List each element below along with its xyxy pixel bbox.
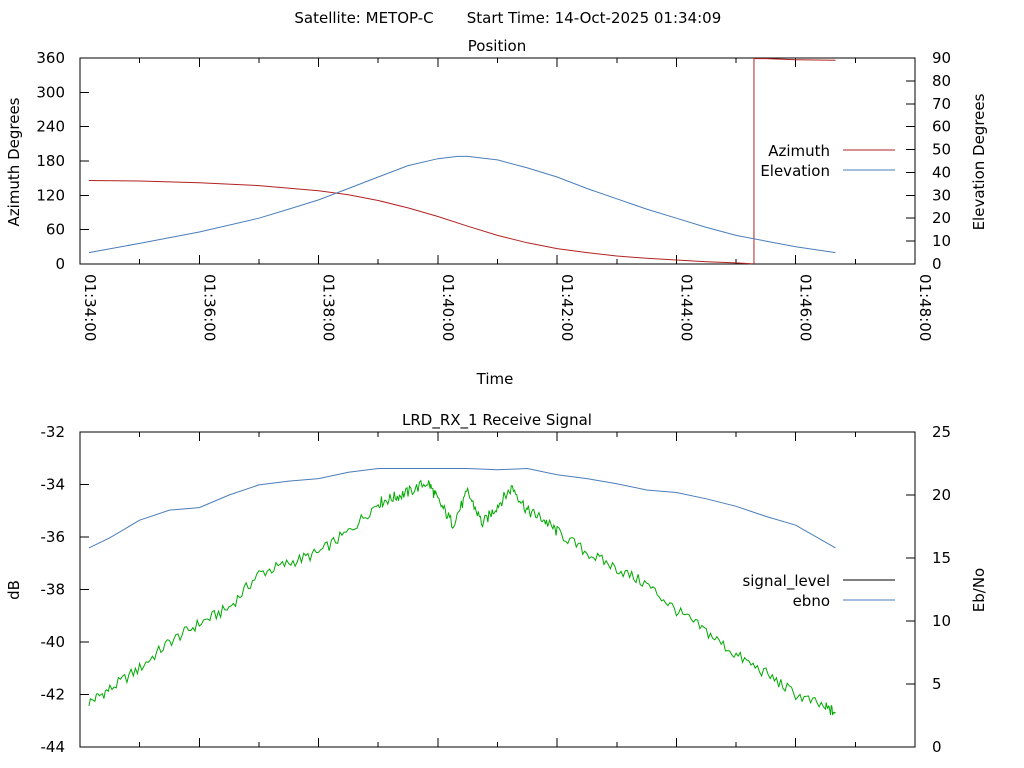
y2-tick-label: 10	[932, 612, 951, 630]
y2-tick-label: 25	[932, 423, 951, 441]
legend-label: Elevation	[760, 162, 830, 180]
series-line-elevation	[88, 155, 836, 254]
position-chart-title: Position	[468, 37, 526, 55]
y2-tick-label: 0	[932, 255, 942, 273]
y-tick-label: -36	[41, 528, 66, 546]
y-tick-label: 180	[36, 152, 65, 170]
y-tick-label: -44	[41, 738, 66, 756]
legend-label: ebno	[793, 592, 830, 610]
y-tick-label: 360	[36, 49, 65, 67]
position-chart: Position Time Azimuth Degrees Elevation …	[5, 37, 988, 388]
x-tick-label: 01:48:00	[916, 274, 934, 341]
series-line-ebno	[88, 467, 836, 549]
series-line-signal_level	[88, 479, 836, 716]
y-tick-label: -40	[41, 633, 66, 651]
y-tick-label: 60	[46, 221, 65, 239]
y2-tick-label: 15	[932, 549, 951, 567]
position-x-axis-label: Time	[476, 370, 514, 388]
y-tick-label: -42	[41, 686, 66, 704]
position-y2-axis-label: Elevation Degrees	[970, 93, 988, 230]
series-line-azimuth	[88, 180, 752, 265]
x-tick-label: 01:36:00	[200, 274, 218, 341]
start-time-label: Start Time: 14-Oct-2025 01:34:09	[467, 9, 722, 27]
legend-label: signal_level	[742, 572, 830, 591]
x-tick-label: 01:38:00	[320, 274, 338, 341]
y2-tick-label: 0	[932, 738, 942, 756]
signal-chart-title: LRD_RX_1 Receive Signal	[402, 411, 592, 430]
y2-tick-label: 50	[932, 141, 951, 159]
y-tick-label: -32	[41, 423, 66, 441]
satellite-label: Satellite: METOP-C	[294, 9, 433, 27]
signal-chart: LRD_RX_1 Receive Signal dB Eb/No -44 -42 -…	[5, 411, 988, 756]
x-tick-label: 01:34:00	[81, 274, 99, 341]
x-tick-label: 01:42:00	[558, 274, 576, 341]
y-tick-label: -34	[41, 476, 66, 494]
signal-y2-axis-label: Eb/No	[970, 568, 988, 612]
x-tick-label: 01:40:00	[439, 274, 457, 341]
x-tick-label: 01:44:00	[677, 274, 695, 341]
y2-tick-label: 20	[932, 486, 951, 504]
x-tick-label: 01:46:00	[797, 274, 815, 341]
plot-frame	[79, 57, 916, 265]
y-tick-label: 120	[36, 186, 65, 204]
y2-tick-label: 10	[932, 232, 951, 250]
y2-tick-label: 70	[932, 95, 951, 113]
y2-tick-label: 5	[932, 675, 942, 693]
y2-tick-label: 20	[932, 209, 951, 227]
position-y-axis-label: Azimuth Degrees	[5, 97, 23, 226]
y2-tick-label: 90	[932, 49, 951, 67]
legend-label: Azimuth	[768, 142, 830, 160]
y2-tick-label: 60	[932, 118, 951, 136]
y2-tick-label: 30	[932, 186, 951, 204]
series-line-azimuth	[754, 58, 836, 61]
y2-tick-label: 80	[932, 72, 951, 90]
y-tick-label: 300	[36, 83, 65, 101]
y-tick-label: 0	[55, 255, 65, 273]
signal-y-axis-label: dB	[5, 580, 23, 600]
y-tick-label: -38	[41, 581, 66, 599]
y-tick-label: 240	[36, 118, 65, 136]
y2-tick-label: 40	[932, 163, 951, 181]
